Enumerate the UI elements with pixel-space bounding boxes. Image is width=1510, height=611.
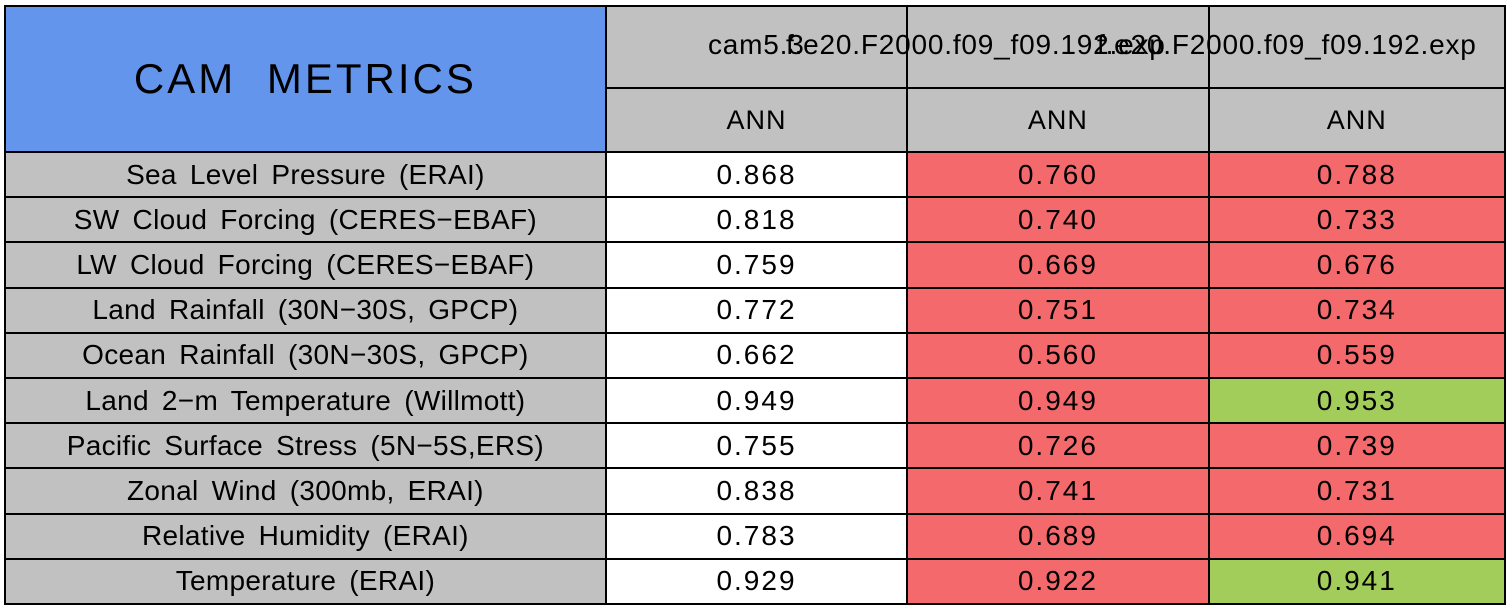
metric-label-cell: Land Rainfall (30N−30S, GPCP) (4, 286, 607, 334)
value-cell: 0.733 (1207, 196, 1507, 244)
metric-label-cell: Sea Level Pressure (ERAI) (4, 150, 607, 199)
value-cell: 0.953 (1207, 376, 1507, 425)
value-cell: 0.929 (604, 557, 909, 606)
value-cell: 0.726 (906, 422, 1210, 470)
value-cell: 0.740 (906, 196, 1210, 244)
value-cell: 0.783 (604, 512, 909, 560)
value-cell: 0.731 (1207, 467, 1507, 515)
metric-label-cell: Land 2−m Temperature (Willmott) (4, 376, 607, 425)
metric-label-cell: Ocean Rainfall (30N−30S, GPCP) (4, 331, 607, 379)
metric-label-cell: Zonal Wind (300mb, ERAI) (4, 467, 607, 515)
value-cell: 0.818 (604, 196, 909, 244)
value-cell: 0.760 (906, 150, 1210, 199)
value-cell: 0.739 (1207, 422, 1507, 470)
value-cell: 0.734 (1207, 286, 1507, 334)
table-row: LW Cloud Forcing (CERES−EBAF) 0.759 0.66… (4, 241, 1507, 289)
run-header-cell-1 (604, 5, 909, 89)
table-row: Temperature (ERAI) 0.929 0.922 0.941 (4, 557, 1507, 606)
table-row: Land Rainfall (30N−30S, GPCP) 0.772 0.75… (4, 286, 1507, 334)
value-cell: 0.759 (604, 241, 909, 289)
metric-label-cell: LW Cloud Forcing (CERES−EBAF) (4, 241, 607, 289)
header-row-season: ANN ANN ANN (5, 87, 1507, 153)
table-row: Zonal Wind (300mb, ERAI) 0.838 0.741 0.7… (4, 467, 1507, 515)
season-header-cell-3: ANN (1207, 87, 1507, 153)
table-row: SW Cloud Forcing (CERES−EBAF) 0.818 0.74… (4, 196, 1507, 244)
run-header-cell-2 (906, 5, 1210, 89)
value-cell: 0.669 (906, 241, 1210, 289)
table-row: Land 2−m Temperature (Willmott) 0.949 0.… (4, 376, 1507, 425)
value-cell: 0.559 (1207, 331, 1507, 379)
header-row-run-names: CAM METRICS (4, 5, 1507, 153)
value-cell: 0.838 (604, 467, 909, 515)
value-cell: 0.949 (906, 376, 1210, 425)
value-cell: 0.755 (604, 422, 909, 470)
value-cell: 0.772 (604, 286, 909, 334)
season-header-cell-2: ANN (906, 87, 1210, 153)
metrics-table: CAM METRICS ANN ANN ANN Sea Level Pressu… (4, 5, 1507, 606)
table-row: Ocean Rainfall (30N−30S, GPCP) 0.662 0.5… (4, 331, 1507, 379)
metric-label-cell: Temperature (ERAI) (4, 557, 607, 606)
value-cell: 0.676 (1207, 241, 1507, 289)
value-cell: 0.741 (906, 467, 1210, 515)
value-cell: 0.788 (1207, 150, 1507, 199)
run-header-cell-3 (1207, 5, 1507, 89)
table-title: CAM METRICS (4, 5, 607, 153)
value-cell: 0.694 (1207, 512, 1507, 560)
value-cell: 0.949 (604, 376, 909, 425)
table-row: Sea Level Pressure (ERAI) 0.868 0.760 0.… (4, 150, 1507, 199)
value-cell: 0.941 (1207, 557, 1507, 606)
metric-label-cell: SW Cloud Forcing (CERES−EBAF) (4, 196, 607, 244)
metric-label-cell: Relative Humidity (ERAI) (4, 512, 607, 560)
value-cell: 0.560 (906, 331, 1210, 379)
table-row: Relative Humidity (ERAI) 0.783 0.689 0.6… (4, 512, 1507, 560)
table-row: Pacific Surface Stress (5N−5S,ERS) 0.755… (4, 422, 1507, 470)
season-header-cell-1: ANN (604, 87, 909, 153)
metric-label-cell: Pacific Surface Stress (5N−5S,ERS) (4, 422, 607, 470)
cam-metrics-table: CAM METRICS ANN ANN ANN Sea Level Pressu… (4, 5, 1507, 606)
value-cell: 0.662 (604, 331, 909, 379)
value-cell: 0.868 (604, 150, 909, 199)
value-cell: 0.689 (906, 512, 1210, 560)
value-cell: 0.922 (906, 557, 1210, 606)
value-cell: 0.751 (906, 286, 1210, 334)
